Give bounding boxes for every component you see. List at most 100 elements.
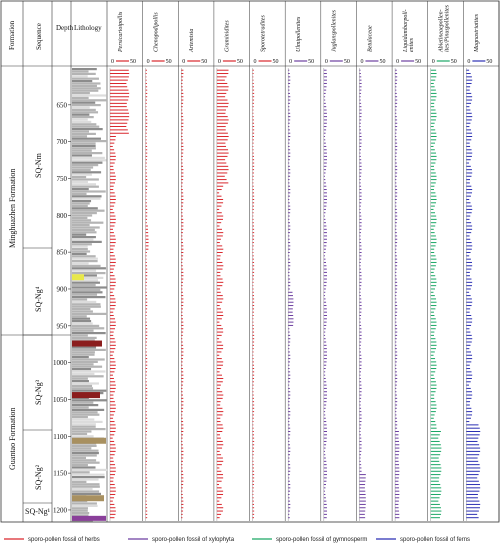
lithology-layer — [72, 339, 95, 342]
lithology-layer — [72, 233, 87, 236]
lithology-layer — [72, 204, 88, 207]
scale-zero: 0 — [289, 59, 292, 65]
lithology-layer — [72, 106, 90, 109]
lithology-layer — [72, 180, 88, 183]
lithology-layer — [72, 264, 101, 267]
lithology-layer — [72, 101, 96, 104]
lithology-layer — [72, 168, 91, 171]
lithology-layer — [72, 195, 102, 198]
lithology-layer — [72, 423, 96, 426]
lithology-layer — [72, 240, 102, 243]
lithology-layer — [72, 346, 97, 349]
column-title: ites/Pinuspollenites — [445, 4, 451, 52]
lithology-layer — [72, 173, 92, 176]
lithology-layer — [72, 228, 95, 231]
lithology-layer — [72, 504, 98, 507]
column-title: Liquidambarpoll- — [403, 9, 409, 53]
lithology-layer — [72, 368, 92, 371]
lithology-layer — [72, 363, 94, 366]
scale-fifty: 50 — [486, 59, 492, 65]
lithology-layer — [72, 432, 88, 435]
column-2: Artemisia 0 50 — [181, 1, 215, 521]
lithology-layer — [72, 226, 100, 229]
scale-zero: 0 — [432, 59, 435, 65]
lithology-layer — [72, 490, 100, 493]
lithology-layer — [72, 315, 87, 318]
lithology-layer — [72, 420, 103, 423]
lithology-layer — [72, 322, 93, 325]
lithology-layer — [72, 464, 88, 467]
lithology-layer — [72, 149, 92, 152]
lithology-layer — [72, 370, 106, 373]
lithology-layer — [72, 161, 103, 164]
sequence-label-ng2: SQ-Ng² — [34, 464, 43, 490]
lithology-layer — [72, 449, 99, 452]
lithology-layer — [72, 236, 96, 239]
lithology-layer — [72, 216, 88, 219]
lithology-layer — [72, 248, 88, 251]
sequence-label-ng1: SQ-Ng¹ — [25, 507, 51, 516]
scale-fifty: 50 — [237, 59, 243, 65]
lithology-layer — [72, 243, 92, 246]
scale-fifty: 50 — [344, 59, 350, 65]
scale-zero: 0 — [325, 59, 328, 65]
column-title: Graminidites — [225, 20, 231, 52]
lithology-layer — [72, 471, 90, 474]
lithology-layer — [72, 425, 96, 428]
lithology-layer — [72, 430, 92, 433]
lithology-layer — [72, 435, 94, 438]
lithology-layer — [72, 377, 88, 380]
scale-zero: 0 — [218, 59, 221, 65]
lithology-layer — [72, 245, 88, 248]
lithology-layer — [72, 267, 106, 270]
lithology-layer — [72, 89, 99, 92]
lithology-layer — [72, 480, 87, 483]
lithology-layer — [72, 399, 108, 402]
lithology-layer — [72, 156, 105, 159]
lithology-layer — [72, 272, 106, 275]
column-title: Sporotetradites — [260, 15, 266, 52]
formation-label-guantao: Guantao Formation — [8, 408, 17, 470]
scale-zero: 0 — [147, 59, 150, 65]
lithology-layer — [72, 478, 99, 481]
legend-label-ferns: sporo-pollen fossil of ferns — [400, 537, 470, 543]
lithology-layer — [72, 468, 108, 471]
lithology-layer — [72, 80, 93, 83]
lithology-layer — [72, 353, 95, 356]
lithology-layer — [72, 473, 105, 476]
lithology-layer — [72, 327, 105, 330]
lithology-layer — [72, 176, 87, 179]
lithology-layer — [72, 209, 105, 212]
column-4: Sporotetradites 0 50 — [252, 1, 286, 521]
lithology-layer — [72, 276, 104, 279]
lithology-feature — [72, 340, 102, 347]
lithology-layer — [72, 401, 94, 404]
lithology-layer — [72, 231, 97, 234]
scale-fifty: 50 — [415, 59, 421, 65]
column-title: Artemisia — [189, 29, 195, 53]
lithology-layer — [72, 291, 103, 294]
lithology-layer — [72, 332, 106, 335]
lithology-layer — [72, 132, 96, 135]
sequence-label-ng4: SQ-Ng⁴ — [34, 286, 43, 312]
column-title: Betulaceae — [367, 25, 373, 52]
lithology-layer — [72, 514, 89, 517]
lithology-layer — [72, 116, 94, 119]
lithology-layer — [72, 192, 87, 195]
header-depth: Depth — [56, 24, 74, 32]
column-title: Ulmipollenites — [296, 16, 302, 52]
lithology-layer — [72, 356, 89, 359]
lithology-layer — [72, 418, 95, 421]
column-title: Persicarioipollis — [118, 11, 124, 53]
column-0: Persicarioipollis 0 50 — [109, 1, 143, 521]
lithology-layer — [72, 183, 97, 186]
lithology-layer — [72, 288, 101, 291]
lithology-layer — [72, 164, 99, 167]
lithology-layer — [72, 255, 96, 258]
column-title: Magnastriatites — [474, 13, 480, 53]
lithology-layer — [72, 411, 98, 414]
lithology-layer — [72, 502, 97, 505]
lithology-layer — [72, 70, 89, 73]
lithology-layer — [72, 96, 89, 99]
